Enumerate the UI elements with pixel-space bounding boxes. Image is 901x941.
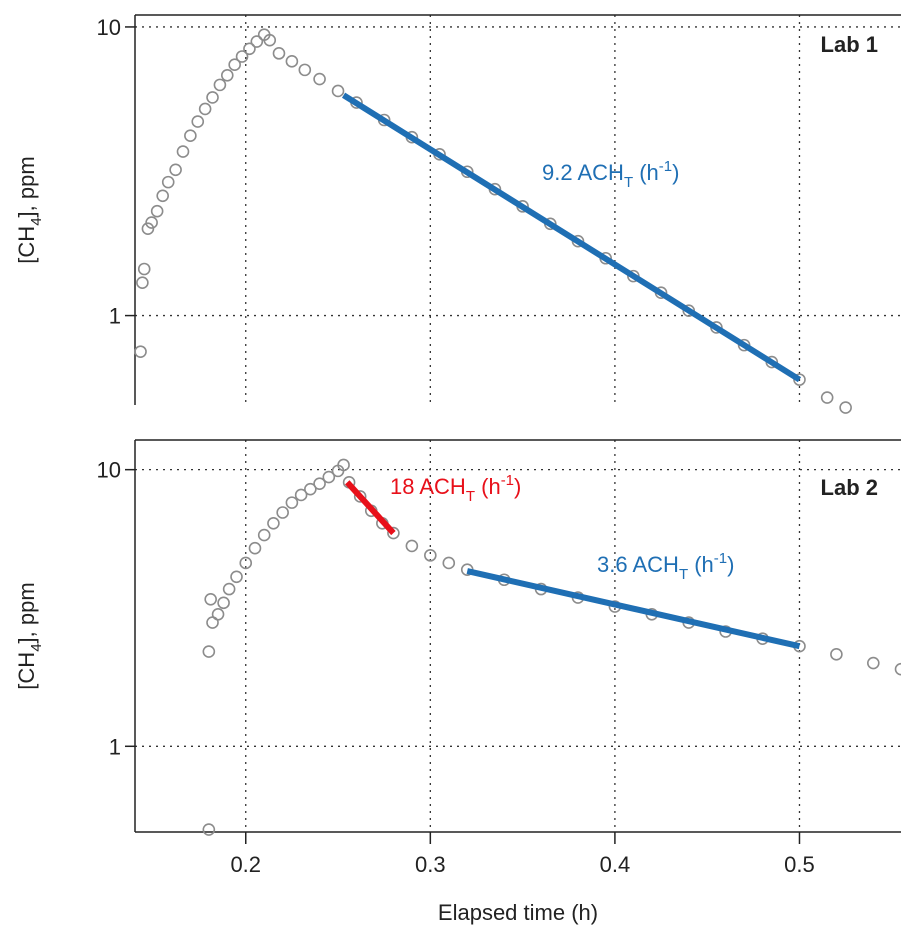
fit-line xyxy=(345,480,396,536)
data-point xyxy=(141,222,155,235)
x-tick-label: 0.3 xyxy=(415,852,446,877)
data-point xyxy=(211,608,225,621)
data-point xyxy=(243,42,256,56)
text-part: ], ppm xyxy=(14,582,39,643)
data-point xyxy=(387,526,400,540)
data-point xyxy=(156,189,169,203)
x-axis-label: Elapsed time (h) xyxy=(438,900,598,925)
annotation: 3.6 ACHT (h-1) xyxy=(597,550,734,583)
data-point xyxy=(263,33,277,47)
data-point xyxy=(331,84,345,98)
text-part: -1 xyxy=(714,550,727,567)
data-point xyxy=(191,115,205,128)
data-point xyxy=(337,458,350,472)
text-part: T xyxy=(679,566,688,583)
x-tick-label: 0.4 xyxy=(600,852,631,877)
data-point xyxy=(169,163,182,177)
annotation: 9.2 ACHT (h-1) xyxy=(542,158,679,191)
text-part: 3.6 ACH xyxy=(597,552,679,577)
data-point xyxy=(230,570,243,584)
data-point xyxy=(161,175,175,189)
text-part: ) xyxy=(672,160,679,185)
data-point xyxy=(285,55,299,68)
data-point xyxy=(204,592,217,606)
y-axis-label: [CH4], ppm xyxy=(14,156,45,263)
data-point xyxy=(820,391,834,404)
text-part: ) xyxy=(727,552,734,577)
annotation: 18 ACHT (h-1) xyxy=(390,472,521,505)
data-point xyxy=(220,68,234,82)
fit-line xyxy=(466,568,801,650)
data-point xyxy=(894,662,901,676)
data-point xyxy=(145,216,158,229)
text-part: ], ppm xyxy=(14,156,39,217)
text-part: ) xyxy=(514,474,521,499)
text-part: [CH xyxy=(14,226,39,264)
data-point xyxy=(150,204,164,218)
text-part: -1 xyxy=(501,472,514,489)
text-part: 4 xyxy=(28,643,45,651)
text-part: (h xyxy=(475,474,501,499)
data-point xyxy=(839,401,852,414)
data-point xyxy=(206,91,219,104)
text-part: (h xyxy=(688,552,714,577)
data-point xyxy=(248,541,262,555)
panel-label: Lab 2 xyxy=(821,475,878,500)
x-tick-label: 0.5 xyxy=(784,852,815,877)
data-point xyxy=(298,63,312,77)
data-point xyxy=(213,78,227,92)
data-point xyxy=(134,345,147,358)
data-point xyxy=(276,506,289,519)
data-point xyxy=(830,648,843,661)
data-point xyxy=(136,276,149,289)
data-point xyxy=(313,72,326,86)
data-point xyxy=(304,482,317,496)
data-point xyxy=(322,470,336,484)
text-part: 9.2 ACH xyxy=(542,160,624,185)
text-part: 18 ACH xyxy=(390,474,466,499)
data-point xyxy=(285,496,299,509)
data-point xyxy=(235,50,249,63)
y-axis-label: [CH4], ppm xyxy=(14,582,45,689)
data-point xyxy=(202,645,216,658)
data-point xyxy=(867,656,880,670)
data-point xyxy=(313,477,326,490)
x-tick-label: 0.2 xyxy=(230,852,261,877)
text-part: T xyxy=(624,174,633,191)
text-part: 4 xyxy=(28,217,45,225)
data-point xyxy=(184,129,197,142)
y-tick-label: 1 xyxy=(109,304,121,329)
data-point xyxy=(228,58,241,71)
text-part: -1 xyxy=(659,158,672,175)
data-point xyxy=(294,488,308,502)
text-part: (h xyxy=(633,160,659,185)
y-tick-label: 10 xyxy=(97,458,121,483)
y-tick-label: 1 xyxy=(109,734,121,759)
text-part: T xyxy=(466,488,475,505)
fit-line xyxy=(341,92,802,383)
data-point xyxy=(202,823,216,836)
data-point xyxy=(198,102,212,116)
text-part: [CH xyxy=(14,652,39,690)
data-point xyxy=(137,262,151,276)
data-point xyxy=(353,490,367,503)
data-point xyxy=(250,35,264,48)
data-point xyxy=(405,539,419,553)
data-point xyxy=(176,145,190,158)
data-point xyxy=(222,582,236,596)
data-point xyxy=(442,556,456,570)
data-point xyxy=(257,528,271,542)
data-point xyxy=(239,556,253,570)
data-point xyxy=(272,47,286,60)
data-point xyxy=(267,516,280,530)
y-tick-label: 10 xyxy=(97,15,121,40)
data-point xyxy=(424,549,437,562)
data-point xyxy=(217,596,230,610)
panel-label: Lab 1 xyxy=(821,32,878,57)
